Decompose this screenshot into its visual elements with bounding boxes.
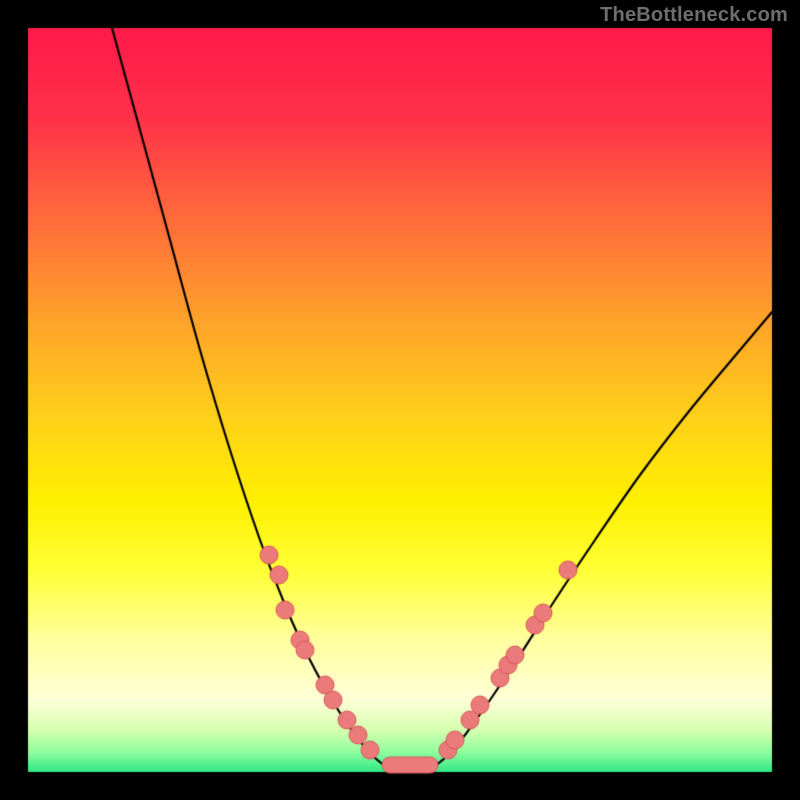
bottleneck-chart (0, 0, 800, 800)
attribution-label: TheBottleneck.com (600, 4, 788, 27)
